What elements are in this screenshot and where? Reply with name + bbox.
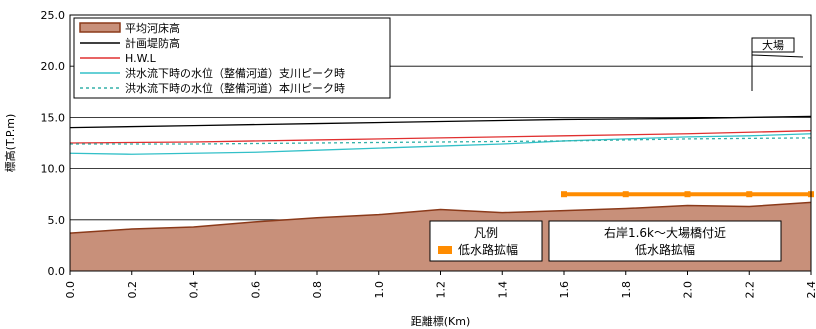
legend-box-item: 低水路拡幅 [458, 242, 518, 257]
series-line-1 [69, 115, 812, 129]
bridge-marker: 大場 [751, 37, 804, 91]
x-tick-label: 1.2 [435, 281, 448, 299]
y-tick-label: 0.0 [48, 265, 66, 278]
legend-frame [73, 17, 391, 99]
y-tick-label: 25.0 [41, 9, 66, 22]
series-lines [69, 115, 814, 198]
y-tick-label: 15.0 [41, 111, 66, 124]
series-lowwater-point [622, 191, 629, 198]
x-tick-label: 0.0 [64, 281, 77, 299]
series-riverbed-line [69, 201, 812, 234]
legend-swatch-riverbed [79, 22, 121, 33]
x-tick-label: 1.8 [620, 281, 633, 299]
x-tick-label: 2.4 [805, 281, 816, 299]
bridge-label: 大場 [762, 38, 784, 52]
legend-box-lowwater: 凡例 低水路拡幅 [429, 220, 543, 262]
y-tick-label: 5.0 [48, 214, 66, 227]
section-annotation: 右岸1.6k～大場橋付近 低水路拡幅 [548, 220, 782, 262]
legend-label: 平均河床高 [125, 21, 180, 35]
series-line-3 [69, 133, 812, 155]
axis-ticks: 0.0 5.0 10.0 15.0 20.0 25.0 0.0 0.2 0.4 0.6 0.8 1.0… [41, 9, 816, 299]
legend-label: 計画堤防高 [125, 36, 180, 50]
legend-label: 洪水流下時の水位（整備河道）支川ピーク時 [125, 66, 345, 80]
y-tick-label: 10.0 [41, 163, 66, 176]
legend-label: H.W.L [125, 52, 157, 65]
legend-box-title: 凡例 [474, 226, 498, 240]
legend-label: 洪水流下時の水位（整備河道）本川ピーク時 [125, 81, 345, 95]
y-axis-label: 標高(T.P.m) [3, 114, 17, 173]
x-tick-label: 1.0 [373, 281, 386, 299]
y-tick-label: 20.0 [41, 60, 66, 73]
series-line-4 [70, 137, 812, 145]
legend-box-swatch [438, 246, 452, 254]
x-tick-label: 2.2 [743, 281, 756, 299]
x-tick-label: 0.6 [249, 281, 262, 299]
series-line-2 [69, 130, 812, 144]
series-lowwater-point [561, 191, 567, 198]
section-label-1: 右岸1.6k～大場橋付近 [604, 225, 726, 240]
x-tick-label: 0.8 [311, 281, 324, 299]
x-tick-label: 0.4 [188, 281, 201, 299]
x-tick-label: 0.2 [126, 281, 139, 299]
x-tick-label: 1.4 [496, 281, 509, 299]
x-tick-label: 1.6 [558, 281, 571, 299]
section-label-2: 低水路拡幅 [635, 242, 695, 257]
series-lowwater-point [684, 191, 691, 198]
x-axis-label: 距離標(Km) [411, 314, 471, 328]
x-tick-label: 2.0 [682, 281, 695, 299]
series-lowwater-point [746, 191, 753, 198]
